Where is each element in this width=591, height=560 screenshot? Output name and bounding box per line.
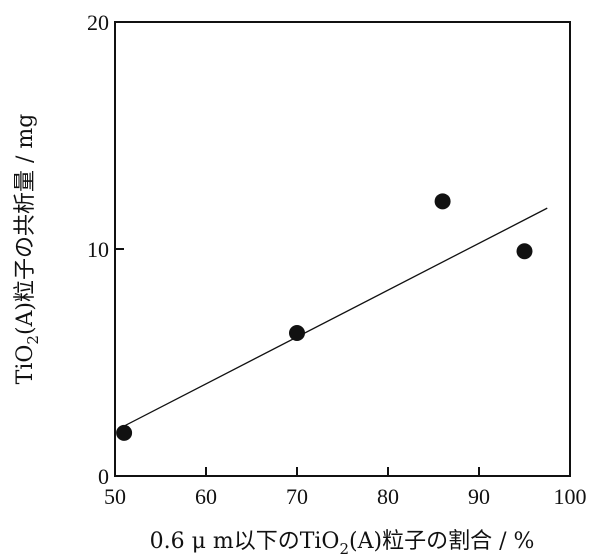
- x-axis-title: 0.6 μ m以下のTiO2(A)粒子の割合 / %: [150, 529, 535, 558]
- plot-frame: [114, 21, 571, 477]
- y-tick-label: 0: [98, 464, 109, 489]
- x-tick-label: 50: [104, 484, 126, 509]
- x-tick-label: 60: [195, 484, 217, 509]
- x-tick-label: 70: [286, 484, 308, 509]
- data-point: [116, 424, 133, 441]
- data-point: [516, 243, 533, 260]
- y-tick-label: 20: [87, 10, 109, 35]
- x-tick-label: 80: [377, 484, 399, 509]
- axis-ticks: [115, 248, 480, 476]
- y-axis-title: TiO2(A)粒子の共析量 / mg: [13, 114, 42, 385]
- data-points: [116, 193, 533, 441]
- y-tick-label: 10: [87, 237, 109, 262]
- data-point: [289, 324, 305, 341]
- data-point: [434, 193, 451, 210]
- tick-labels: 50 60 70 80 90 100 0 10 20: [87, 10, 587, 509]
- x-tick-label: 100: [554, 484, 587, 509]
- trend-line: [123, 207, 548, 427]
- x-tick-label: 90: [468, 484, 490, 509]
